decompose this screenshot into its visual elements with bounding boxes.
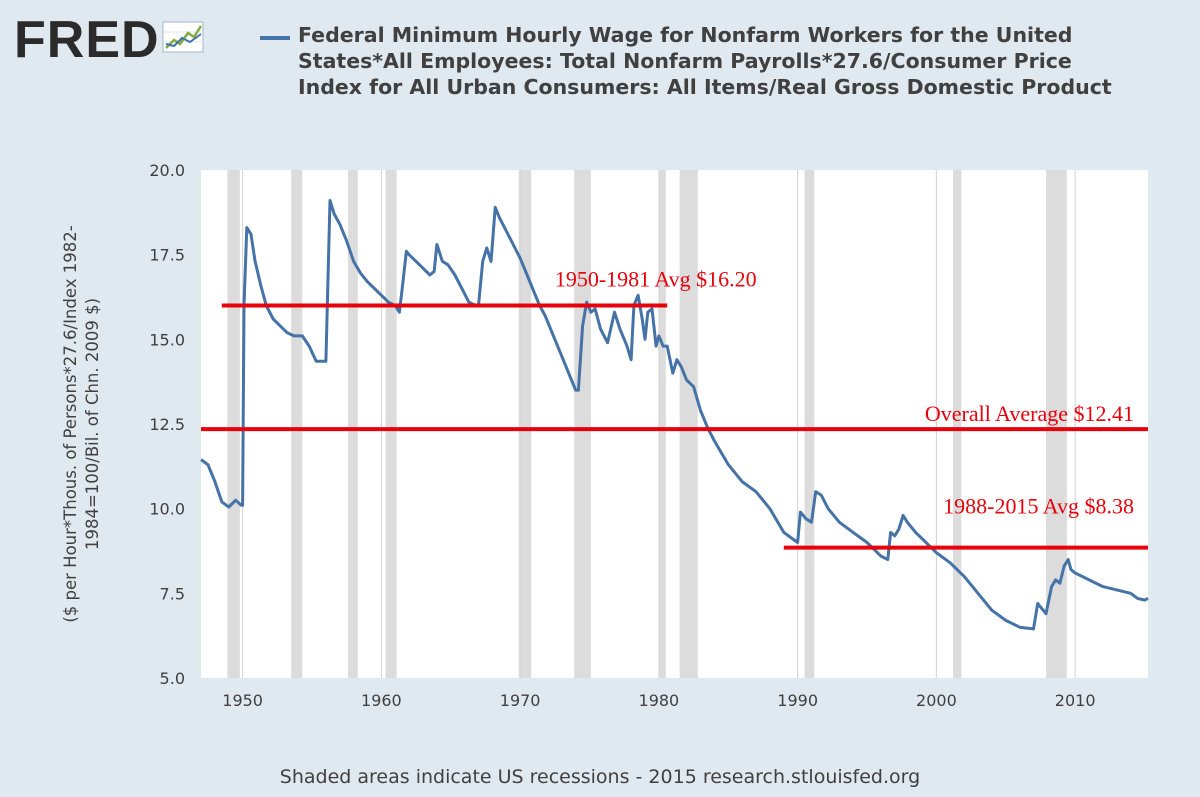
fred-chart-icon xyxy=(162,21,204,53)
recession-band xyxy=(658,170,666,678)
recession-band xyxy=(679,170,698,678)
y-tick-label: 5.0 xyxy=(160,669,185,688)
series-line xyxy=(200,199,1149,631)
footer-note: Shaded areas indicate US recessions - 20… xyxy=(279,766,921,788)
y-tick-label: 17.5 xyxy=(149,246,185,265)
legend-swatch xyxy=(260,36,290,40)
y-axis-label-line: 1984=100/Bil. of Chn. 2009 $) xyxy=(83,298,102,550)
x-tick-label: 2010 xyxy=(1055,691,1096,710)
x-tick-label: 1960 xyxy=(361,691,402,710)
y-axis-label-line: ($ per Hour*Thous. of Persons*27.6/Index… xyxy=(61,225,80,622)
recession-band xyxy=(385,170,397,678)
x-tick-label: 1970 xyxy=(500,691,541,710)
y-tick-label: 15.0 xyxy=(149,330,185,349)
average-label: Overall Average $12.41 xyxy=(925,401,1134,426)
y-tick-label: 10.0 xyxy=(149,500,185,519)
y-tick-label: 7.5 xyxy=(160,584,185,603)
recession-band xyxy=(804,170,815,678)
x-tick-label: 1980 xyxy=(639,691,680,710)
legend-label: Federal Minimum Hourly Wage for Nonfarm … xyxy=(298,23,1112,99)
y-axis-label: ($ per Hour*Thous. of Persons*27.6/Index… xyxy=(61,225,102,622)
recession-band xyxy=(574,170,591,678)
y-tick-label: 12.5 xyxy=(149,415,185,434)
recession-band xyxy=(953,170,962,678)
average-label: 1950-1981 Avg $16.20 xyxy=(555,266,757,291)
recession-band xyxy=(227,170,240,678)
recession-band xyxy=(348,170,358,678)
recession-band xyxy=(291,170,303,678)
plot-area xyxy=(201,170,1148,678)
x-tick-label: 1950 xyxy=(222,691,263,710)
recession-band xyxy=(1046,170,1067,678)
y-tick-label: 20.0 xyxy=(149,161,185,180)
fred-logo: FRED xyxy=(14,11,160,69)
average-label: 1988-2015 Avg $8.38 xyxy=(943,494,1134,519)
recession-band xyxy=(518,170,532,678)
x-tick-label: 2000 xyxy=(916,691,957,710)
x-tick-label: 1990 xyxy=(777,691,818,710)
